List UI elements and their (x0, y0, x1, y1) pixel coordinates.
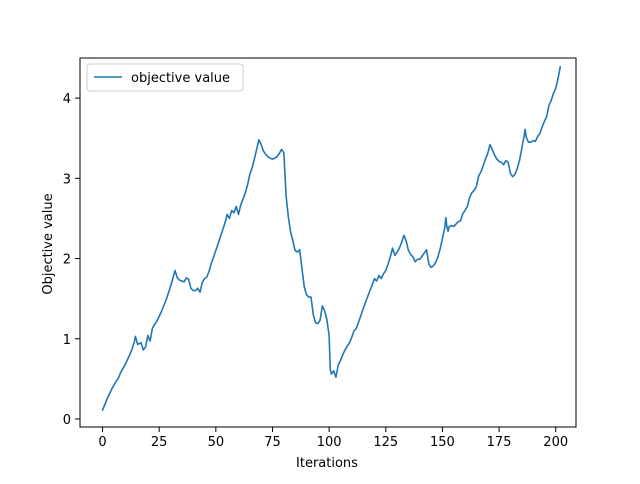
x-tick-label: 75 (264, 435, 281, 450)
x-tick-label: 50 (208, 435, 225, 450)
y-tick-label: 4 (63, 92, 71, 107)
axes: 0 25 50 75 100 125 150 175 200 0 1 2 3 4 (63, 57, 577, 450)
axes-frame (79, 57, 577, 428)
y-tick-label: 3 (63, 172, 71, 187)
x-tick-label: 125 (373, 435, 398, 450)
legend-entry-label: objective value (131, 71, 230, 86)
y-tick-label: 1 (63, 333, 71, 348)
x-tick-label: 200 (543, 435, 568, 450)
y-axis-label: Objective value (41, 193, 56, 294)
series-line-0 (101, 66, 562, 411)
x-tick-label: 100 (317, 435, 342, 450)
x-tick-label: 25 (151, 435, 168, 450)
x-axis-label: Iterations (296, 456, 358, 471)
y-tick-label: 2 (63, 253, 71, 268)
legend-frame (86, 63, 244, 92)
plot-area (101, 66, 562, 411)
x-tick-label: 0 (98, 435, 106, 450)
x-tick-label: 175 (487, 435, 512, 450)
y-tick-label: 0 (63, 413, 71, 428)
x-tick-label: 150 (430, 435, 455, 450)
legend: objective value (86, 63, 244, 92)
